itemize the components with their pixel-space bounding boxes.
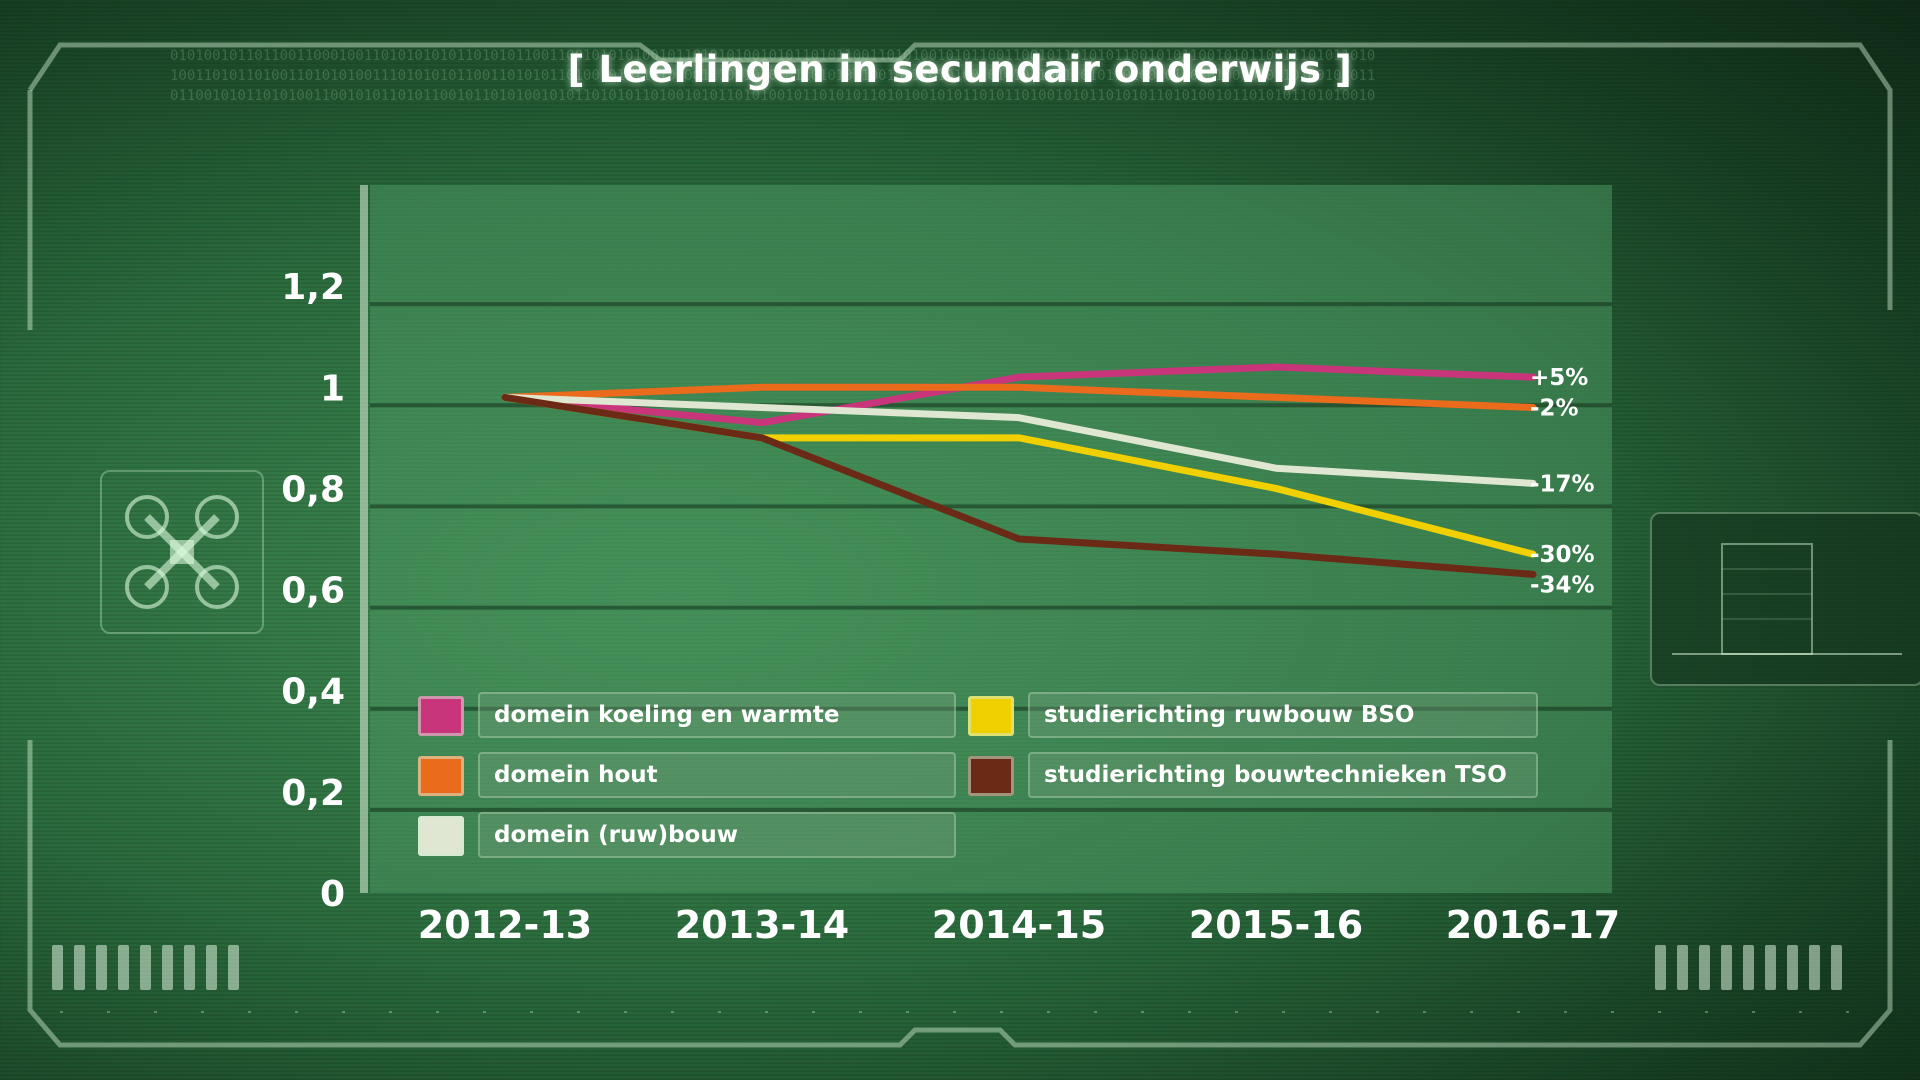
legend-item: studierichting bouwtechnieken TSO: [968, 752, 1538, 802]
legend-item: domein hout: [418, 752, 956, 802]
data-point: [1273, 485, 1279, 492]
data-point: [759, 404, 765, 411]
data-point: [1273, 364, 1279, 371]
data-point: [1530, 374, 1536, 381]
data-point: [1273, 394, 1279, 401]
legend-item: studierichting ruwbouw BSO: [968, 692, 1538, 742]
data-point: [1273, 465, 1279, 472]
building-icon: [1650, 512, 1920, 686]
y-tick-label: 1: [320, 368, 345, 409]
legend-label: studierichting ruwbouw BSO: [1044, 702, 1415, 728]
data-point: [1016, 536, 1022, 542]
x-tick-label: 2012-13: [418, 903, 592, 947]
data-point: [1273, 551, 1279, 558]
y-tick-label: 0,2: [281, 773, 345, 814]
hud-bars-left: [52, 945, 239, 990]
x-tick-label: 2013-14: [675, 903, 849, 947]
series-end-label: -34%: [1530, 572, 1595, 598]
series-end-label: +5%: [1530, 365, 1588, 391]
legend-label: studierichting bouwtechnieken TSO: [1044, 762, 1507, 788]
legend-label-box: domein koeling en warmte: [478, 692, 956, 738]
y-tick-label: 0,8: [281, 469, 345, 510]
data-point: [759, 434, 765, 441]
data-point: [1530, 551, 1536, 558]
legend-label: domein (ruw)bouw: [494, 822, 738, 848]
y-tick-label: 0,6: [281, 571, 345, 612]
legend-label-box: studierichting bouwtechnieken TSO: [1028, 752, 1538, 798]
data-point: [759, 419, 765, 426]
legend-item: domein (ruw)bouw: [418, 812, 956, 862]
series-end-label: -17%: [1530, 471, 1595, 497]
legend-swatch: [418, 816, 464, 856]
data-point: [1530, 480, 1536, 487]
legend-label-box: studierichting ruwbouw BSO: [1028, 692, 1538, 738]
data-point: [502, 394, 508, 401]
data-point: [1016, 384, 1022, 391]
data-point: [1530, 404, 1536, 411]
drone-icon: [100, 470, 264, 634]
series-end-label: -30%: [1530, 542, 1595, 568]
y-tick-label: 0: [320, 874, 345, 915]
legend-label: domein koeling en warmte: [494, 702, 840, 728]
series-end-label: -2%: [1530, 396, 1579, 422]
x-tick-label: 2016-17: [1446, 903, 1620, 947]
y-tick-label: 0,4: [281, 672, 345, 713]
legend-swatch: [418, 696, 464, 736]
x-tick-label: 2015-16: [1189, 903, 1363, 947]
data-point: [759, 384, 765, 391]
legend-swatch: [968, 696, 1014, 736]
chart-title: [ Leerlingen in secundair onderwijs ]: [567, 48, 1353, 91]
binary-code-decoration: 0101001011011001100010011010101010110101…: [170, 48, 1376, 104]
hud-bars-right: [1655, 945, 1842, 990]
legend-swatch: [418, 756, 464, 796]
legend-label-box: domein (ruw)bouw: [478, 812, 956, 858]
data-point: [1016, 414, 1022, 421]
data-point: [1530, 571, 1536, 578]
y-tick-label: 1,2: [281, 267, 345, 308]
legend-label: domein hout: [494, 762, 658, 788]
legend-label-box: domein hout: [478, 752, 956, 798]
data-point: [1016, 374, 1022, 381]
data-point: [1016, 434, 1022, 441]
x-tick-label: 2014-15: [932, 903, 1106, 947]
legend-swatch: [968, 756, 1014, 796]
legend-item: domein koeling en warmte: [418, 692, 956, 742]
